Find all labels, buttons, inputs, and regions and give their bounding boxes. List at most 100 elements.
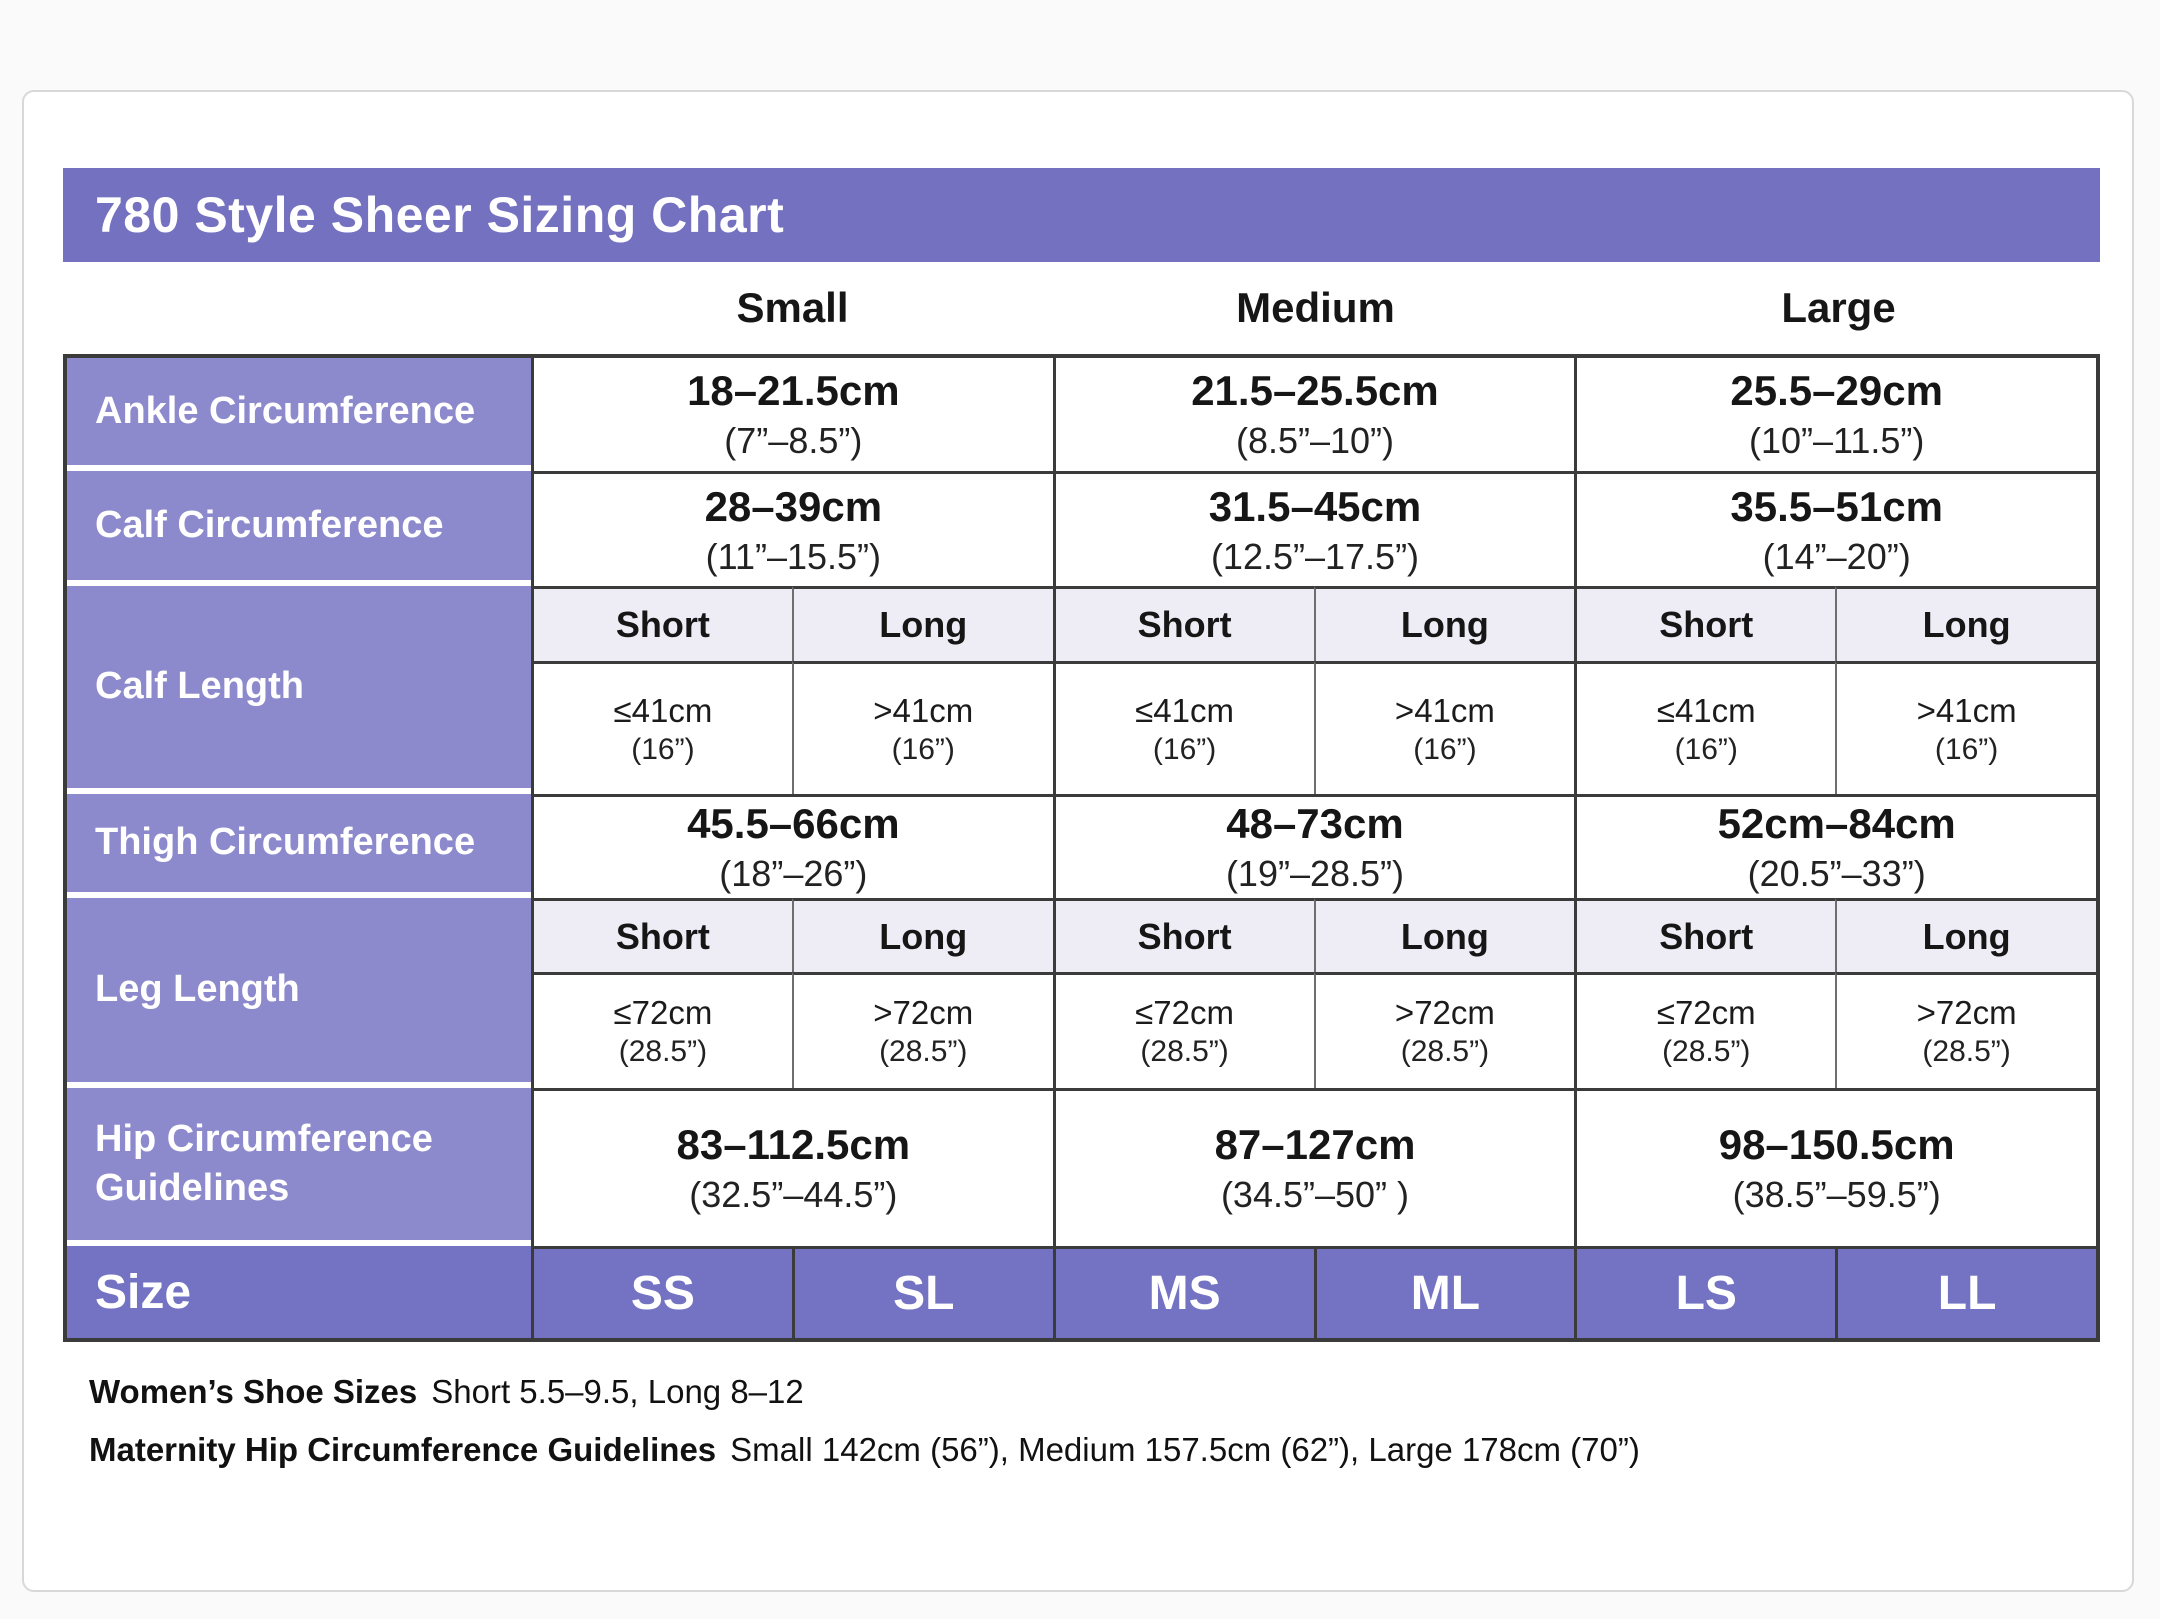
cell-leg-length-long-small: >72cm (28.5”) — [791, 972, 1053, 1088]
page-title: 780 Style Sheer Sizing Chart — [95, 187, 785, 243]
cell-calf-length-long-medium: >41cm (16”) — [1313, 661, 1575, 794]
value-inch: (28.5”) — [879, 1035, 968, 1068]
subheader-calf-long-large: Long — [1835, 586, 2096, 661]
value-inch: (19”–28.5”) — [1225, 853, 1405, 894]
value-cm: ≤41cm — [1135, 691, 1234, 729]
row-label-calf-length: Calf Length — [67, 586, 531, 794]
value-cm: ≤41cm — [613, 691, 713, 729]
footnote-shoe-sizes-label: Women’s Shoe Sizes — [89, 1373, 418, 1410]
value-inch: (8.5”–10”) — [1235, 420, 1395, 461]
value-cm: 31.5–45cm — [1208, 482, 1422, 530]
cell-calf-large: 35.5–51cm (14”–20”) — [1574, 471, 2096, 586]
size-column-headers: Small Medium Large — [63, 262, 2100, 354]
sizing-table: Ankle Circumference 18–21.5cm (7”–8.5”) … — [63, 354, 2100, 1342]
value-inch: (16”) — [631, 732, 695, 766]
cell-ankle-small: 18–21.5cm (7”–8.5”) — [531, 358, 1053, 471]
cell-calf-length-long-small: >41cm (16”) — [791, 661, 1053, 794]
size-cell-ss: SS — [531, 1246, 792, 1338]
column-header-large: Large — [1781, 284, 1896, 331]
subheader-calf-short-large: Short — [1574, 586, 1836, 661]
subheader-leg-short-medium: Short — [1052, 898, 1314, 972]
cell-thigh-small: 45.5–66cm (18”–26”) — [531, 794, 1053, 898]
value-cm: 18–21.5cm — [687, 367, 900, 414]
footnotes: Women’s Shoe Sizes Short 5.5–9.5, Long 8–… — [89, 1368, 2100, 1474]
value-inch: (28.5”) — [1400, 1035, 1490, 1068]
cell-ankle-medium: 21.5–25.5cm (8.5”–10”) — [1052, 358, 1575, 471]
value-inch: (16”) — [1413, 732, 1477, 766]
row-label-size: Size — [67, 1246, 531, 1338]
column-header-medium: Medium — [1236, 284, 1395, 331]
subheader-leg-long-large: Long — [1835, 898, 2096, 972]
value-inch: (14”–20”) — [1762, 535, 1911, 577]
cell-calf-length-short-large: ≤41cm (16”) — [1574, 661, 1836, 794]
cell-calf-length-short-medium: ≤41cm (16”) — [1052, 661, 1314, 794]
value-cm: 52cm–84cm — [1717, 800, 1956, 847]
row-label-thigh-circumference: Thigh Circumference — [67, 794, 531, 898]
subheader-calf-short-small: Short — [531, 586, 792, 661]
subheader-leg-long-medium: Long — [1313, 898, 1575, 972]
value-cm: >41cm — [1394, 691, 1495, 729]
value-cm: 28–39cm — [704, 482, 883, 530]
cell-leg-length-long-medium: >72cm (28.5”) — [1313, 972, 1575, 1088]
value-inch: (28.5”) — [1922, 1035, 2011, 1068]
value-cm: >41cm — [1916, 691, 2017, 729]
size-cell-sl: SL — [791, 1246, 1053, 1338]
size-cell-ms: MS — [1052, 1246, 1314, 1338]
chart-title-bar: 780 Style Sheer Sizing Chart — [63, 168, 2100, 262]
value-inch: (28.5”) — [1140, 1035, 1229, 1068]
subheader-leg-long-small: Long — [791, 898, 1053, 972]
card-content: 780 Style Sheer Sizing Chart Small Mediu… — [24, 92, 2100, 1474]
value-inch: (10”–11.5”) — [1748, 420, 1925, 461]
value-inch: (16”) — [1674, 732, 1738, 766]
value-inch: (16”) — [1934, 732, 1999, 766]
subheader-calf-short-medium: Short — [1052, 586, 1314, 661]
cell-calf-length-long-large: >41cm (16”) — [1835, 661, 2096, 794]
cell-calf-length-short-small: ≤41cm (16”) — [531, 661, 792, 794]
size-cell-ls: LS — [1574, 1246, 1836, 1338]
value-cm: 35.5–51cm — [1730, 482, 1943, 530]
value-cm: ≤72cm — [613, 994, 713, 1031]
cell-thigh-large: 52cm–84cm (20.5”–33”) — [1574, 794, 2096, 898]
footnote-maternity-label: Maternity Hip Circumference Guidelines — [89, 1430, 717, 1468]
value-cm: 98–150.5cm — [1718, 1121, 1955, 1168]
value-inch: (38.5”–59.5”) — [1732, 1174, 1941, 1215]
value-inch: (18”–26”) — [719, 853, 868, 894]
value-cm: 83–112.5cm — [676, 1121, 911, 1168]
cell-leg-length-short-large: ≤72cm (28.5”) — [1574, 972, 1836, 1088]
value-inch: (16”) — [891, 732, 955, 766]
value-inch: (12.5”–17.5”) — [1210, 535, 1420, 577]
value-inch: (7”–8.5”) — [724, 420, 863, 461]
value-cm: >72cm — [1394, 994, 1495, 1031]
value-inch: (16”) — [1152, 732, 1217, 766]
size-cell-ll: LL — [1835, 1246, 2096, 1338]
cell-hip-medium: 87–127cm (34.5”–50” ) — [1052, 1088, 1575, 1246]
value-inch: (28.5”) — [618, 1035, 708, 1068]
row-label-hip-circumference-guidelines: Hip Circumference Guidelines — [67, 1088, 531, 1246]
value-cm: 48–73cm — [1226, 800, 1404, 847]
row-label-calf-circumference: Calf Circumference — [67, 471, 531, 586]
cell-hip-small: 83–112.5cm (32.5”–44.5”) — [531, 1088, 1053, 1246]
cell-calf-small: 28–39cm (11”–15.5”) — [531, 471, 1053, 586]
cell-calf-medium: 31.5–45cm (12.5”–17.5”) — [1052, 471, 1575, 586]
value-cm: ≤72cm — [1656, 994, 1756, 1031]
cell-leg-length-short-medium: ≤72cm (28.5”) — [1052, 972, 1314, 1088]
value-cm: ≤41cm — [1656, 691, 1756, 729]
value-cm: >72cm — [1916, 994, 2017, 1031]
value-cm: 25.5–29cm — [1730, 367, 1943, 414]
footnote-maternity: Maternity Hip Circumference Guidelines Sm… — [89, 1426, 2100, 1474]
subheader-leg-short-large: Short — [1574, 898, 1836, 972]
value-inch: (11”–15.5”) — [705, 535, 882, 577]
row-label-ankle-circumference: Ankle Circumference — [67, 358, 531, 471]
column-header-small: Small — [736, 284, 849, 331]
cell-ankle-large: 25.5–29cm (10”–11.5”) — [1574, 358, 2096, 471]
footnote-shoe-sizes-text: Short 5.5–9.5, Long 8–12 — [431, 1373, 804, 1410]
value-inch: (32.5”–44.5”) — [689, 1174, 898, 1215]
cell-thigh-medium: 48–73cm (19”–28.5”) — [1052, 794, 1575, 898]
cell-leg-length-long-large: >72cm (28.5”) — [1835, 972, 2096, 1088]
subheader-calf-long-small: Long — [791, 586, 1053, 661]
subheader-leg-short-small: Short — [531, 898, 792, 972]
cell-hip-large: 98–150.5cm (38.5”–59.5”) — [1574, 1088, 2096, 1246]
value-cm: 87–127cm — [1214, 1121, 1416, 1168]
value-cm: >72cm — [873, 994, 974, 1031]
subheader-calf-long-medium: Long — [1313, 586, 1575, 661]
